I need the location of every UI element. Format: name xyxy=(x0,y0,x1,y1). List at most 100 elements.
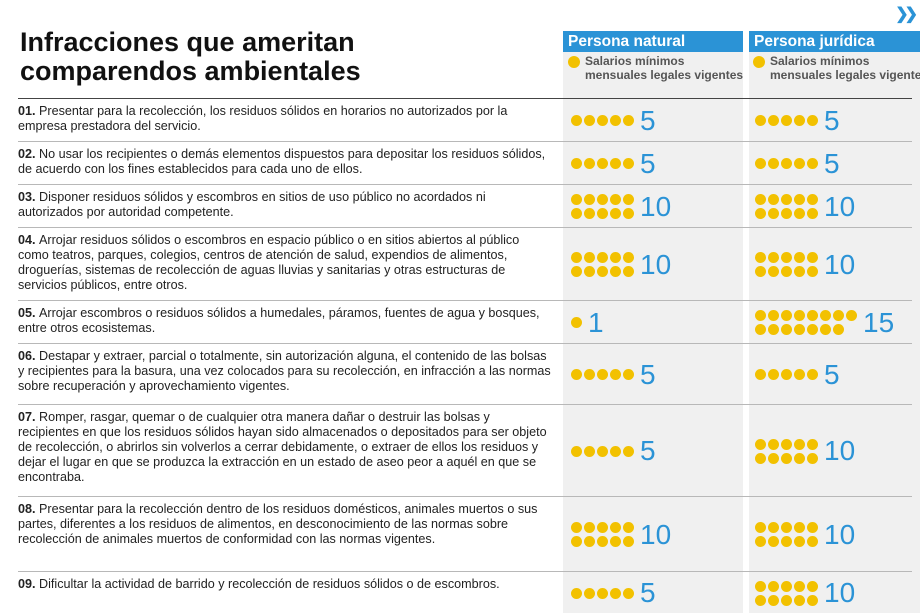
salary-dot xyxy=(768,115,779,126)
salary-dot xyxy=(610,587,621,599)
fine-dots xyxy=(755,580,818,607)
salary-dot xyxy=(597,208,608,219)
fine-dots xyxy=(571,157,634,170)
salary-dot xyxy=(610,194,621,205)
fast-forward-icon[interactable]: ❯❯ xyxy=(895,6,918,23)
salary-dot xyxy=(584,445,595,457)
salary-dot xyxy=(597,587,608,599)
row-number: 03. xyxy=(18,190,40,204)
salary-dot xyxy=(768,580,779,592)
fine-dots xyxy=(755,193,818,220)
legend-dot-icon xyxy=(753,56,765,68)
row-text: Arrojar escombros o residuos sólidos a h… xyxy=(18,306,540,335)
row-divider xyxy=(18,184,912,185)
salary-dot xyxy=(781,252,792,263)
salary-dot xyxy=(610,208,621,219)
salary-dot xyxy=(781,115,792,126)
salary-dot xyxy=(755,266,766,277)
fine-cell-nat: 10 xyxy=(571,229,671,300)
salary-dot xyxy=(794,438,805,450)
fine-cell-nat: 10 xyxy=(571,498,671,571)
salary-dot xyxy=(584,536,595,547)
salary-dot xyxy=(755,252,766,263)
fine-value: 5 xyxy=(640,435,656,466)
salary-dot xyxy=(623,536,634,547)
salary-dot xyxy=(571,208,582,219)
salary-dot xyxy=(755,580,766,592)
salary-dot xyxy=(584,208,595,219)
salary-dot xyxy=(768,324,779,335)
salary-dot xyxy=(571,266,582,277)
salary-dot xyxy=(584,266,595,277)
salary-dot xyxy=(584,194,595,205)
salary-dot xyxy=(781,369,792,380)
salary-dot xyxy=(610,158,621,169)
salary-dot xyxy=(597,536,608,547)
row-divider xyxy=(18,571,912,572)
salary-dot xyxy=(755,452,766,464)
salary-dot xyxy=(768,208,779,219)
salary-dot xyxy=(610,252,621,263)
fine-value: 5 xyxy=(824,147,840,179)
salary-dot xyxy=(584,587,595,599)
table-row: 01. Presentar para la recolección, los r… xyxy=(18,104,553,134)
salary-dot xyxy=(781,452,792,464)
salary-dot xyxy=(623,587,634,599)
fine-cell-jur: 15 xyxy=(755,302,894,343)
salary-dot xyxy=(768,310,779,321)
fine-value: 10 xyxy=(824,248,856,280)
fine-dots xyxy=(571,521,634,548)
legend-line-2: mensuales legales vigentes xyxy=(585,68,744,82)
salary-dot xyxy=(571,369,582,380)
fine-value: 10 xyxy=(640,190,672,222)
salary-dot xyxy=(807,310,818,321)
salary-dot xyxy=(794,452,805,464)
fine-dots xyxy=(755,309,857,336)
salary-dot xyxy=(755,324,766,335)
fine-cell-jur: 10 xyxy=(755,406,855,496)
salary-dot xyxy=(597,445,608,457)
fine-value: 5 xyxy=(824,104,840,136)
salary-dot xyxy=(807,594,818,606)
salary-dot xyxy=(807,252,818,263)
salary-dot xyxy=(794,208,805,219)
salary-dot xyxy=(794,266,805,277)
salary-dot xyxy=(610,445,621,457)
salary-dot xyxy=(571,587,582,599)
salary-dot xyxy=(755,594,766,606)
fine-dots xyxy=(571,193,634,220)
salary-dot xyxy=(768,266,779,277)
fine-dots xyxy=(755,251,818,278)
salary-dot xyxy=(755,310,766,321)
salary-dot xyxy=(610,536,621,547)
salary-dot xyxy=(794,158,805,169)
salary-dot xyxy=(597,522,608,533)
salary-dot xyxy=(571,115,582,126)
row-number: 05. xyxy=(18,306,40,320)
salary-dot xyxy=(807,452,818,464)
fine-cell-nat: 5 xyxy=(571,100,656,141)
row-divider xyxy=(18,227,912,228)
salary-dot xyxy=(781,158,792,169)
fine-dots xyxy=(571,587,634,600)
fine-cell-jur: 5 xyxy=(755,100,840,141)
salary-dot xyxy=(571,194,582,205)
fine-cell-nat: 5 xyxy=(571,345,656,404)
table-row: 09. Dificultar la actividad de barrido y… xyxy=(18,577,553,592)
salary-dot xyxy=(571,317,582,328)
salary-dot xyxy=(755,522,766,533)
fine-dots xyxy=(755,521,818,548)
fine-cell-nat: 5 xyxy=(571,573,656,613)
salary-dot xyxy=(807,115,818,126)
salary-dot xyxy=(623,522,634,533)
salary-dot xyxy=(807,194,818,205)
salary-dot xyxy=(768,522,779,533)
salary-dot xyxy=(571,158,582,169)
page-title: Infracciones que ameritan comparendos am… xyxy=(20,28,540,86)
row-number: 04. xyxy=(18,233,40,247)
salary-dot xyxy=(610,522,621,533)
fine-value: 10 xyxy=(824,518,856,550)
salary-dot xyxy=(571,252,582,263)
salary-dot xyxy=(807,158,818,169)
salary-dot xyxy=(846,310,857,321)
